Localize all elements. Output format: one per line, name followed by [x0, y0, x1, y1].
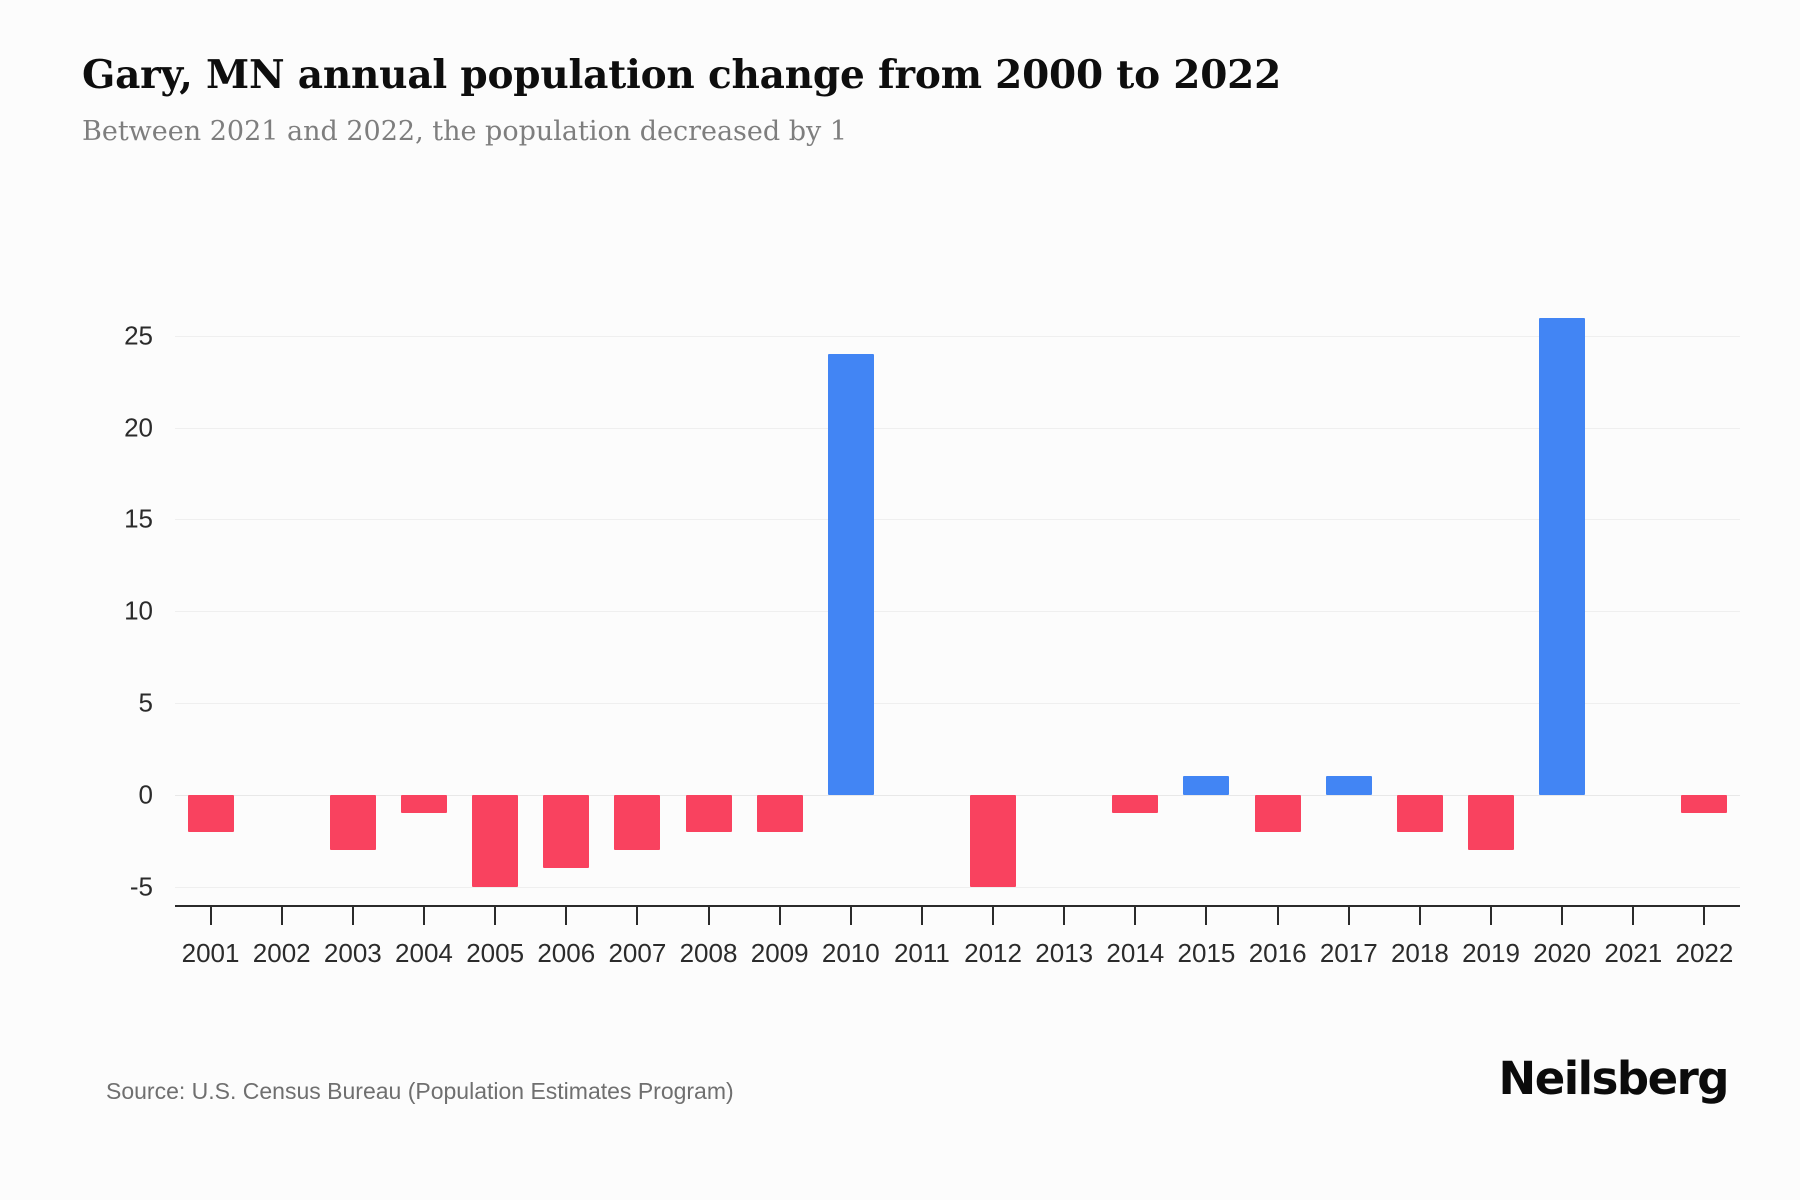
y-axis-tick-label: 5	[138, 687, 153, 718]
bar[interactable]	[756, 794, 803, 832]
x-axis-tick-label: 2019	[1462, 938, 1520, 968]
x-axis-tick-label: 2010	[821, 938, 880, 968]
bar[interactable]	[1325, 776, 1372, 795]
chart-header: Gary, MN annual population change from 2…	[82, 52, 1722, 147]
neilsberg-logo: Neilsberg	[1498, 1052, 1730, 1105]
x-axis-tick	[1063, 905, 1066, 925]
x-axis-tick	[707, 905, 710, 925]
x-axis-tick	[1418, 905, 1421, 925]
y-axis-tick-label: 20	[124, 412, 153, 443]
gridline	[175, 335, 1740, 337]
x-axis-tick-label: 2005	[466, 938, 525, 968]
x-axis-tick-label: 2013	[1035, 938, 1094, 968]
bar[interactable]	[1183, 776, 1230, 795]
gridline	[175, 703, 1740, 705]
x-axis-tick-label: 2004	[395, 938, 453, 968]
bar[interactable]	[685, 794, 732, 832]
x-axis-tick-label: 2016	[1248, 938, 1307, 968]
y-axis-tick-label: 15	[124, 503, 153, 534]
x-axis-line	[175, 905, 1740, 907]
bar[interactable]	[329, 794, 376, 850]
bar[interactable]	[1681, 794, 1728, 814]
x-axis-tick	[636, 905, 639, 925]
chart-subtitle: Between 2021 and 2022, the population de…	[82, 116, 848, 147]
x-axis-tick-label: 2011	[893, 938, 950, 968]
source-note: Source: U.S. Census Bureau (Population E…	[106, 1078, 734, 1104]
y-axis-tick-label: 25	[124, 320, 153, 351]
x-axis-tick	[351, 905, 354, 925]
x-axis-tick	[280, 905, 283, 925]
x-axis-tick	[565, 905, 568, 925]
x-axis-tick	[1134, 905, 1137, 925]
zero-gridline	[175, 794, 1740, 796]
x-axis-tick-label: 2021	[1604, 938, 1663, 968]
x-axis-tick-label: 2020	[1533, 938, 1592, 968]
x-axis-tick	[778, 905, 781, 925]
bar-series	[175, 290, 1740, 905]
x-axis-tick-label: 2014	[1106, 938, 1165, 968]
gridline	[175, 427, 1740, 429]
x-axis-tick	[992, 905, 995, 925]
x-axis-tick-label: 2022	[1675, 938, 1734, 968]
gridline	[175, 611, 1740, 613]
x-axis-tick	[1276, 905, 1279, 925]
x-axis-tick-label: 2003	[323, 938, 382, 968]
x-axis-tick	[849, 905, 852, 925]
x-axis-tick-label: 2006	[537, 938, 596, 968]
bar[interactable]	[614, 794, 661, 850]
bar[interactable]	[400, 794, 447, 814]
plot-inner	[175, 290, 1740, 905]
x-axis-tick-label: 2008	[679, 938, 738, 968]
x-axis-tick-label: 2009	[750, 938, 809, 968]
y-axis-tick-label: 10	[124, 595, 153, 626]
x-axis-tick-label: 2002	[252, 938, 311, 968]
x-axis-tick	[1490, 905, 1493, 925]
bar[interactable]	[1396, 794, 1443, 832]
bar[interactable]	[1112, 794, 1159, 814]
x-axis-tick-label: 2001	[181, 938, 240, 968]
x-axis-tick	[1347, 905, 1350, 925]
x-axis-tick	[1205, 905, 1208, 925]
x-axis-tick-label: 2018	[1390, 938, 1449, 968]
bar[interactable]	[1539, 317, 1586, 795]
x-axis-tick-label: 2012	[964, 938, 1022, 968]
page-title: Gary, MN annual population change from 2…	[82, 52, 1282, 98]
x-axis-tick	[920, 905, 923, 925]
x-axis-tick	[1632, 905, 1635, 925]
x-axis-tick-label: 2015	[1177, 938, 1236, 968]
bar[interactable]	[543, 794, 590, 869]
bar[interactable]	[472, 794, 519, 887]
y-axis-tick-label: -5	[129, 871, 153, 902]
bar[interactable]	[1468, 794, 1515, 850]
bar[interactable]	[187, 794, 234, 832]
x-axis-tick	[494, 905, 497, 925]
x-axis-tick	[1561, 905, 1564, 925]
x-axis-tick	[1703, 905, 1706, 925]
x-axis-tick-label: 2017	[1319, 938, 1378, 968]
bar[interactable]	[827, 354, 874, 795]
x-axis-tick	[209, 905, 212, 925]
y-axis-tick-label: 0	[138, 779, 153, 810]
gridline	[175, 519, 1740, 521]
gridline	[175, 886, 1740, 888]
x-axis-tick-label: 2007	[608, 938, 667, 968]
bar[interactable]	[970, 794, 1017, 887]
bar[interactable]	[1254, 794, 1301, 832]
x-axis-tick	[422, 905, 425, 925]
